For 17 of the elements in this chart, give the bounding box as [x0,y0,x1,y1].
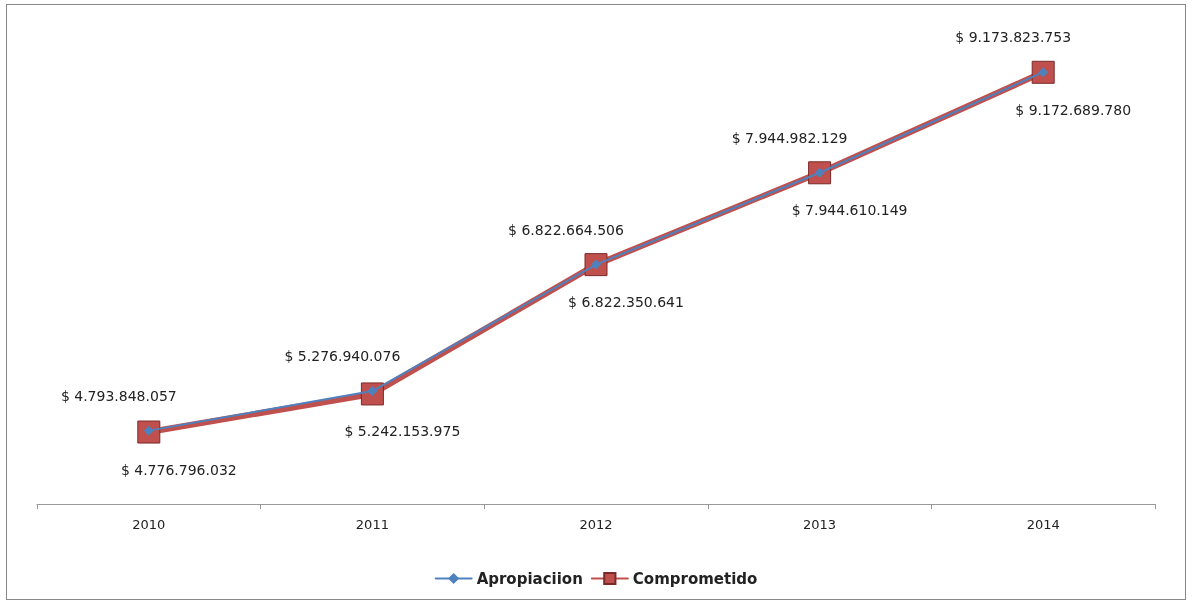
x-tick-label: 2014 [1026,517,1060,532]
x-tick-label: 2013 [803,517,837,532]
data-label: $ 6.822.664.506 [508,221,624,238]
data-label: $ 6.822.350.641 [568,294,684,311]
data-label: $ 9.173.823.753 [955,29,1072,46]
data-label: $ 4.793.848.057 [60,387,177,404]
data-label: $ 4.776.796.032 [120,461,237,478]
data-label: $ 9.172.689.780 [1015,101,1132,118]
legend-label: Comprometido [632,569,758,588]
data-label: $ 7.944.982.129 [731,129,848,146]
data-label: $ 7.944.610.149 [791,202,908,219]
x-tick-label: 2011 [355,517,389,532]
x-tick-label: 2010 [132,517,166,532]
data-label: $ 5.276.940.076 [284,348,401,365]
data-label: $ 5.242.153.975 [344,423,461,440]
x-tick-label: 2012 [579,517,613,532]
legend-label: Apropiaciion [476,569,583,588]
